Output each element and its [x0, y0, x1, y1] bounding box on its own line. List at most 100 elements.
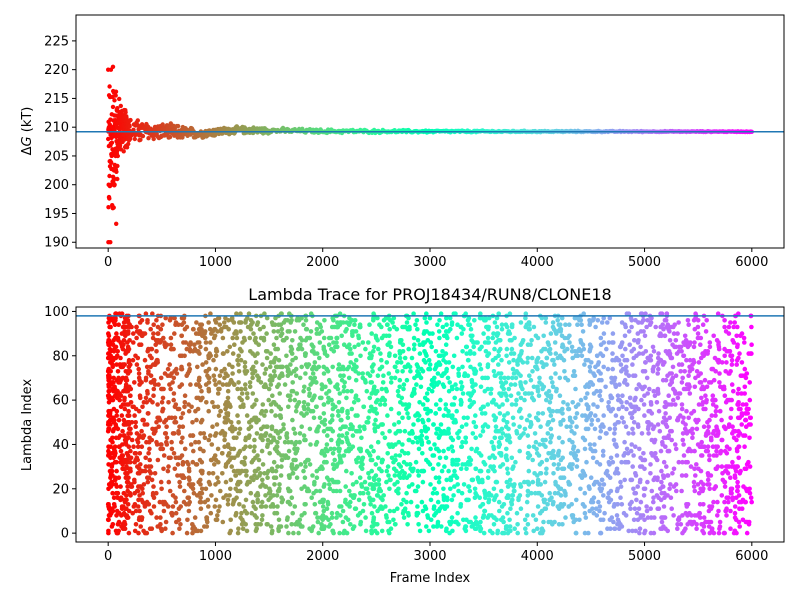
lambda-point	[643, 360, 648, 365]
lambda-point	[698, 479, 704, 485]
lambda-point	[326, 342, 332, 348]
lambda-point	[267, 486, 272, 492]
lambda-point	[409, 355, 415, 361]
lambda-point	[235, 413, 240, 418]
lambda-point	[159, 400, 165, 405]
lambda-point	[340, 508, 346, 514]
lambda-point	[369, 510, 375, 516]
lambda-point	[441, 493, 446, 498]
lambda-point	[401, 515, 407, 520]
lambda-point	[678, 413, 683, 418]
lambda-point	[492, 455, 498, 461]
lambda-point	[125, 484, 130, 489]
lambda-point	[284, 517, 290, 523]
lambda-point	[126, 530, 132, 536]
lambda-point	[489, 400, 495, 405]
lambda-point	[263, 366, 269, 372]
lambda-point	[460, 439, 465, 445]
lambda-point	[400, 510, 406, 516]
lambda-point	[329, 437, 334, 443]
lambda-point	[427, 315, 433, 321]
lambda-point	[431, 384, 437, 390]
lambda-point	[290, 510, 296, 516]
lambda-point	[597, 482, 602, 487]
lambda-point	[642, 333, 648, 339]
lambda-point	[688, 448, 694, 454]
lambda-point	[482, 340, 488, 345]
lambda-point	[708, 435, 714, 441]
lambda-point	[739, 391, 744, 396]
lambda-point	[110, 508, 116, 514]
lambda-point	[237, 395, 242, 401]
lambda-point	[664, 417, 669, 423]
lambda-point	[245, 315, 250, 321]
lambda-point	[252, 437, 257, 443]
lambda-point	[227, 344, 233, 350]
lambda-point	[510, 466, 515, 472]
lambda-point	[705, 471, 711, 476]
lambda-point	[622, 477, 627, 483]
lambda-point	[239, 386, 244, 392]
lambda-point	[151, 484, 156, 489]
lambda-point	[645, 420, 650, 425]
lambda-point	[271, 475, 277, 481]
lambda-point	[437, 318, 442, 323]
lambda-point	[138, 395, 143, 401]
lambda-point	[664, 311, 670, 317]
lambda-point	[492, 495, 498, 501]
lambda-point	[159, 486, 164, 492]
lambda-point	[337, 453, 342, 458]
lambda-point	[288, 362, 293, 367]
lambda-point	[464, 466, 469, 472]
lambda-point	[348, 499, 353, 505]
lambda-point	[531, 397, 537, 403]
lambda-point	[677, 391, 683, 396]
lambda-point	[656, 351, 661, 356]
lambda-point	[391, 459, 396, 465]
lambda-point	[321, 402, 327, 407]
lambda-point	[638, 344, 643, 350]
lambda-point	[588, 475, 594, 481]
lambda-point	[155, 457, 161, 463]
lambda-point	[405, 451, 411, 456]
lambda-point	[243, 382, 248, 387]
lambda-point	[314, 331, 320, 336]
lambda-point	[225, 413, 231, 418]
lambda-point	[622, 333, 628, 339]
lambda-point	[231, 320, 237, 325]
lambda-point	[411, 335, 417, 341]
lambda-point	[691, 360, 697, 365]
lambda-point	[275, 464, 280, 469]
lambda-point	[259, 448, 265, 454]
lambda-point	[201, 431, 207, 436]
lambda-point	[363, 346, 368, 352]
lambda-point	[482, 388, 488, 394]
lambda-point	[673, 446, 679, 452]
lambda-point	[449, 515, 455, 520]
lambda-point	[713, 413, 718, 418]
lambda-point	[106, 517, 111, 523]
lambda-point	[246, 435, 252, 441]
lambda-point	[388, 406, 394, 412]
lambda-point	[226, 318, 231, 323]
lambda-point	[303, 464, 308, 469]
lambda-point	[717, 371, 722, 376]
lambda-point	[469, 377, 475, 383]
lambda-point	[716, 508, 721, 514]
lambda-point	[133, 424, 138, 430]
lambda-point	[392, 522, 398, 527]
lambda-point	[459, 386, 464, 392]
lambda-point	[630, 464, 635, 469]
lambda-point	[346, 375, 352, 381]
lambda-point	[225, 502, 231, 507]
lambda-point	[671, 331, 677, 336]
lambda-point	[298, 462, 304, 467]
lambda-point	[304, 411, 310, 416]
lambda-point	[514, 510, 520, 516]
lambda-point	[663, 377, 669, 383]
lambda-point	[501, 417, 507, 423]
lambda-point	[448, 326, 453, 332]
lambda-point	[175, 473, 180, 478]
lambda-point	[196, 331, 202, 336]
lambda-point	[730, 495, 736, 501]
